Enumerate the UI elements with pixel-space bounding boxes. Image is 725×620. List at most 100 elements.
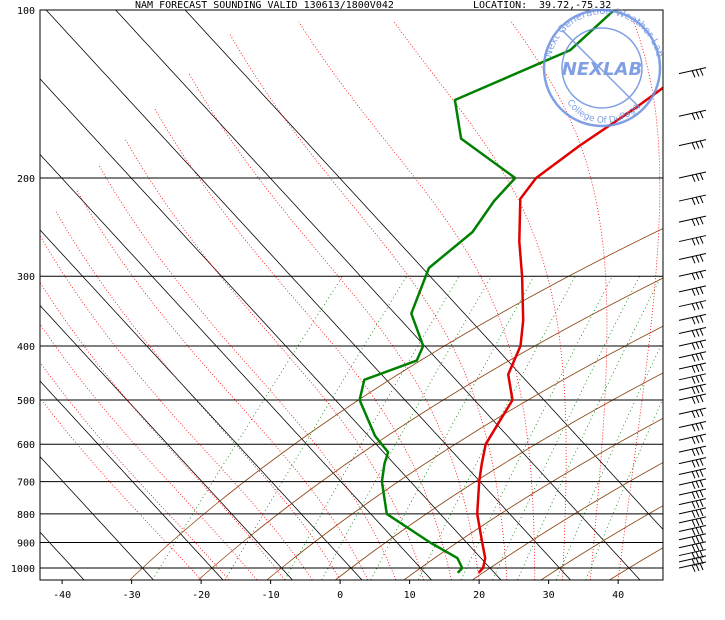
nexlab-logo: Next Generation Weather Lab College Of D…: [542, 6, 665, 128]
pressure-tick-label: 300: [17, 272, 35, 283]
isotherm-line: [40, 153, 432, 580]
moist-adiabat-line: [154, 108, 452, 580]
moist-adiabat-line: [40, 281, 285, 580]
wind-barb: [678, 445, 707, 457]
wind-barb: [678, 549, 707, 560]
wind-barb: [678, 171, 707, 182]
wind-barb: [678, 561, 707, 572]
temperature-tick-label: 30: [543, 590, 555, 601]
wind-barb: [678, 433, 707, 445]
mixing-ratio-line: [555, 340, 663, 580]
logo-outer-ring: [542, 8, 662, 128]
logo-ring-bottom-text: College Of DuPage: [564, 98, 641, 126]
pressure-tick-label: 600: [17, 440, 35, 451]
wind-barb: [678, 351, 707, 362]
temperature-tick-label: 40: [612, 590, 624, 601]
mixing-ratio-line: [585, 397, 663, 580]
moist-adiabat-line: [228, 32, 508, 580]
wind-barb: [678, 253, 707, 264]
wind-barb: [678, 488, 707, 500]
wind-barb-column: [678, 67, 707, 572]
isotherm-line: [40, 304, 293, 580]
moist-adiabat-line: [298, 21, 536, 580]
wind-barb: [678, 109, 707, 121]
moist-adiabat-line: [55, 211, 341, 580]
moist-adiabat-line: [617, 21, 661, 580]
wind-barb: [678, 533, 707, 544]
wind-barb: [678, 313, 707, 325]
temperature-tick-label: -20: [192, 590, 210, 601]
wind-barb: [678, 383, 707, 395]
dry-adiabat-line: [472, 462, 663, 580]
mixing-ratio-line: [224, 275, 408, 580]
pressure-tick-label: 1000: [11, 564, 35, 575]
mixing-ratio-line: [492, 276, 640, 580]
pressure-tick-label: 800: [17, 510, 35, 521]
moist-adiabat-line: [40, 361, 230, 580]
pressure-tick-label: 200: [17, 174, 35, 185]
dewpoint-profile-line: [358, 10, 616, 574]
logo-center-text: NEXLAB: [562, 59, 642, 80]
wind-barb: [678, 269, 707, 281]
temperature-axis: -40 -30 -20 -10 0 10 20 30 40: [53, 580, 624, 601]
location-value: 39.72,-75.32: [539, 0, 611, 11]
logo-slash: [561, 29, 641, 109]
mixing-ratio-line: [321, 276, 492, 580]
mixing-ratio-line: [460, 276, 613, 580]
pressure-axis: 100 200 300 400 500 600 700 800 900 1000: [11, 6, 35, 575]
wind-barb: [678, 457, 707, 468]
temperature-tick-label: 0: [337, 590, 343, 601]
temperature-tick-label: -40: [53, 590, 71, 601]
wind-barb: [678, 194, 707, 206]
moist-adiabat-line: [188, 73, 480, 580]
isotherm-line: [184, 10, 663, 530]
moist-adiabat-line: [98, 165, 397, 580]
wind-barb: [678, 300, 707, 311]
wind-barb: [678, 421, 707, 432]
wind-barb: [678, 285, 707, 296]
pressure-tick-label: 700: [17, 478, 35, 489]
dry-adiabat-line: [129, 228, 663, 580]
isotherm-line: [40, 229, 363, 580]
moist-adiabat-line: [393, 21, 567, 580]
wind-barb: [678, 407, 707, 419]
dry-adiabat-line: [198, 277, 663, 580]
isotherm-line: [40, 380, 224, 580]
wind-barb: [678, 478, 707, 489]
mixing-ratio-line: [284, 275, 460, 580]
wind-barb: [678, 235, 707, 246]
wind-barb: [678, 468, 707, 479]
temperature-tick-label: -10: [262, 590, 280, 601]
dry-adiabat-line: [403, 417, 663, 580]
isobars: [40, 10, 663, 569]
moist-adiabat-line: [124, 138, 424, 580]
mixing-ratio-line: [370, 276, 535, 580]
wind-barb: [678, 516, 707, 527]
wind-barb: [678, 67, 707, 78]
moist-adiabat-line: [40, 397, 202, 580]
background-lines: [0, 10, 663, 580]
isotherm-line: [45, 10, 571, 580]
logo-ring-top-text: Next Generation Weather Lab: [543, 6, 665, 59]
temperature-tick-label: 20: [473, 590, 485, 601]
chart-title: NAM FORECAST SOUNDING VALID 130613/1800V…: [135, 0, 394, 11]
dry-adiabat-line: [266, 325, 663, 580]
isotherm-line: [40, 78, 502, 580]
isotherm-line: [0, 10, 15, 580]
pressure-tick-label: 900: [17, 538, 35, 549]
wind-barb: [678, 555, 707, 566]
isotherm-line: [115, 10, 641, 580]
temperature-tick-label: 10: [404, 590, 416, 601]
profiles: [358, 10, 663, 574]
wind-barb: [678, 373, 707, 384]
wind-barb: [678, 362, 707, 374]
dry-adiabat-line: [335, 372, 663, 580]
plot-border: [39, 9, 664, 581]
wind-barb: [678, 339, 707, 350]
isotherm-line: [40, 456, 154, 580]
moist-adiabat-line: [76, 189, 369, 580]
moist-adiabat-line: [511, 21, 608, 580]
location-label: LOCATION:: [473, 0, 527, 11]
mixing-ratio-line: [517, 276, 662, 580]
